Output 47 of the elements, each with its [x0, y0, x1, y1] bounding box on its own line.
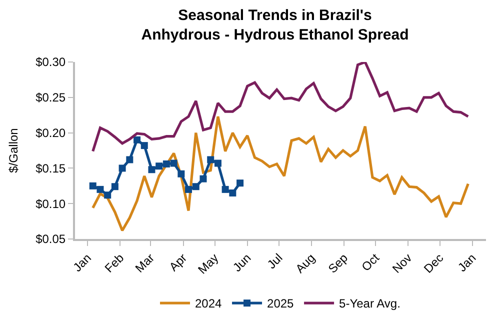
point	[111, 183, 118, 190]
legend-label: 2024	[195, 296, 222, 311]
legend-label: 5-Year Avg.	[339, 296, 400, 311]
y-tick-label: $0.10	[36, 196, 66, 211]
point	[236, 180, 244, 187]
point	[148, 166, 156, 174]
x-tick-label: Aug	[292, 250, 318, 276]
line-series	[92, 115, 470, 232]
point	[214, 160, 222, 167]
point	[162, 160, 170, 168]
x-tick-label: Nov	[390, 250, 415, 276]
point	[104, 192, 112, 199]
x-tick-label: Jul	[264, 250, 286, 272]
point	[192, 183, 200, 190]
y-tick-label: $0.20	[36, 126, 66, 140]
x-tick-label: Jan	[455, 250, 479, 274]
y-tick-label: $0.30	[36, 55, 66, 70]
x-tick-label: Mar	[132, 250, 158, 276]
x-tick-label: Sep	[325, 250, 351, 276]
point	[222, 186, 229, 193]
point	[229, 189, 236, 196]
point	[134, 136, 141, 144]
point	[96, 186, 104, 193]
point	[170, 160, 178, 167]
point	[200, 175, 207, 182]
point	[89, 182, 96, 190]
x-tick-label: Jan	[70, 250, 94, 274]
point	[207, 156, 214, 164]
x-tick-label: Apr	[166, 250, 190, 274]
chart-title: Seasonal Trends in Brazil's Anhydrous - Hydrous Ethanol Spread	[141, 6, 409, 44]
point	[126, 156, 134, 164]
line-series	[92, 62, 470, 153]
y-tick-label: $0.25	[36, 90, 66, 105]
point	[140, 142, 148, 150]
x-tick-label: May	[195, 250, 222, 277]
x-tick-label: Feb	[102, 250, 127, 276]
x-tick-label: Dec	[421, 250, 446, 276]
y-axis-title: $/Gallon	[6, 128, 20, 173]
y-tick-label: $0.15	[36, 161, 66, 176]
y-tick-label: $0.05	[36, 232, 66, 246]
point	[185, 186, 192, 193]
legend-label: 2025	[267, 296, 294, 311]
x-tick-label: Jun	[230, 250, 254, 274]
point	[178, 170, 185, 178]
x-tick-label: Oct	[358, 250, 382, 274]
point	[156, 162, 163, 170]
point	[118, 164, 126, 172]
